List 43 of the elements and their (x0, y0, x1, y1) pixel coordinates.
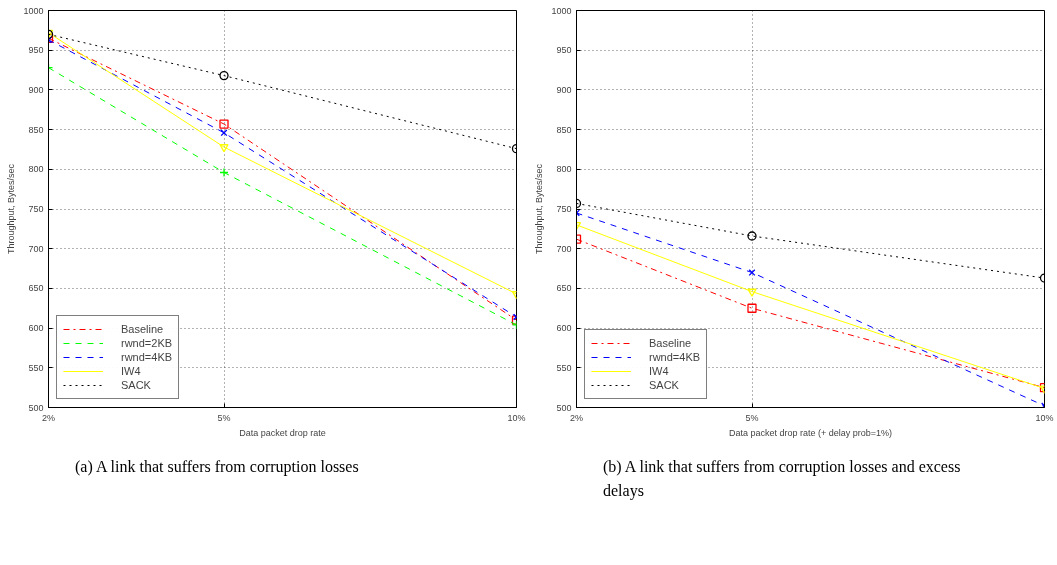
legend-label: Baseline (121, 322, 164, 336)
y-tick-label: 950 (28, 45, 44, 56)
y-tick-label: 750 (28, 204, 44, 214)
legend-label: IW4 (649, 364, 669, 378)
x-tick-label: 5% (745, 412, 759, 423)
legend-label: rwnd=4KB (121, 350, 173, 364)
x-tick-label: 10% (507, 412, 526, 423)
legend-label: rwnd=2KB (121, 336, 173, 350)
y-tick-label: 500 (556, 402, 572, 413)
y-tick-label: 900 (556, 84, 572, 95)
x-tick-label: 5% (217, 412, 231, 423)
y-tick-label: 700 (28, 243, 44, 254)
y-tick-label: 950 (556, 45, 572, 56)
y-tick-label: 1000 (23, 5, 44, 16)
y-tick-label: 900 (28, 84, 44, 95)
y-tick-label: 600 (28, 323, 44, 334)
y-tick-label: 750 (556, 204, 572, 214)
y-tick-label: 800 (28, 164, 44, 175)
x-tick-label: 2% (570, 412, 584, 423)
y-tick-label: 500 (28, 402, 44, 413)
y-tick-label: 600 (556, 323, 572, 334)
legend-label: SACK (121, 378, 151, 392)
y-tick-label: 850 (28, 124, 44, 135)
y-tick-label: 550 (556, 362, 572, 373)
x-tick-label: 10% (1035, 412, 1054, 423)
y-tick-label: 700 (556, 243, 572, 254)
y-tick-label: 650 (556, 283, 572, 294)
text: (a) A link that suffers from corruption losses (75, 457, 359, 478)
y-tick-label: 1000 (551, 5, 572, 16)
text: (b) A link that suffers from corruption losses and excess delays (603, 457, 962, 502)
y-tick-label: 550 (28, 362, 44, 373)
y-tick-label: 850 (556, 124, 572, 135)
legend-label: Baseline (649, 336, 692, 350)
y-tick-label: 800 (556, 164, 572, 175)
y-axis-title: Throughput, Bytes/sec (534, 163, 545, 255)
y-axis-title: Throughput, Bytes/sec (6, 163, 17, 255)
legend-label: rwnd=4KB (649, 350, 701, 364)
x-tick-label: 2% (42, 412, 56, 423)
legend-label: SACK (649, 378, 679, 392)
x-axis-title: Data packet drop rate (239, 427, 326, 438)
legend-label: IW4 (121, 364, 141, 378)
y-tick-label: 650 (28, 283, 44, 294)
x-axis-title: Data packet drop rate (+ delay prob=1%) (728, 427, 893, 438)
